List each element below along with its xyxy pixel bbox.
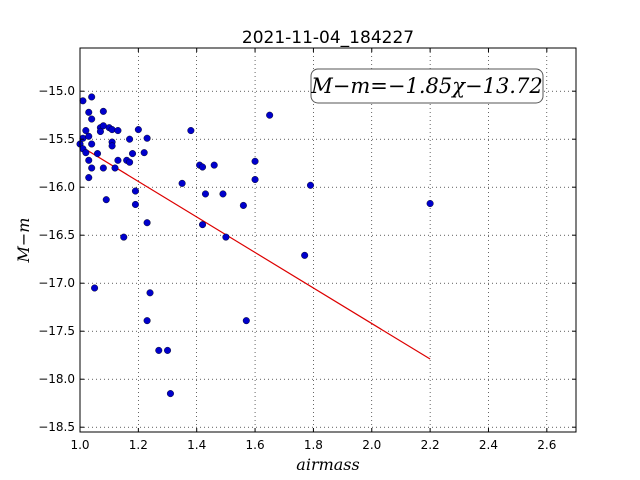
x-tick-label: 2.4 (479, 438, 498, 452)
y-tick-label: −15.0 (38, 84, 75, 98)
data-point (108, 126, 116, 134)
equation-box (310, 68, 544, 104)
x-tick-label: 2.6 (537, 438, 556, 452)
data-point (143, 317, 151, 325)
data-point (114, 156, 122, 164)
data-point (114, 127, 122, 135)
data-point (129, 150, 137, 158)
data-point (210, 161, 218, 169)
data-point (91, 284, 99, 292)
data-point (79, 97, 87, 105)
data-point (120, 233, 128, 241)
data-point (187, 127, 195, 135)
data-point (79, 134, 87, 142)
data-point (85, 156, 93, 164)
data-point (164, 346, 172, 354)
data-point (251, 157, 259, 165)
data-point (126, 158, 134, 166)
data-point (126, 135, 134, 143)
data-point (166, 390, 174, 398)
x-tick-label: 1.0 (70, 438, 89, 452)
data-point (108, 142, 116, 150)
y-tick-label: −18.5 (38, 420, 75, 434)
data-point (85, 132, 93, 140)
data-point (131, 187, 139, 195)
data-point (96, 128, 104, 136)
y-tick-label: −16.0 (38, 180, 75, 194)
data-point (88, 140, 96, 148)
data-point (301, 251, 309, 259)
data-point (178, 179, 186, 187)
data-point (88, 115, 96, 123)
data-point (82, 127, 90, 135)
data-point (155, 346, 163, 354)
x-tick-label: 1.4 (187, 438, 206, 452)
data-point (426, 200, 434, 208)
data-point (99, 122, 107, 130)
data-point (219, 190, 227, 198)
y-tick-label: −16.5 (38, 228, 75, 242)
x-axis-label: airmass (296, 455, 359, 474)
data-point (94, 150, 102, 158)
data-points (76, 93, 434, 398)
data-point (85, 174, 93, 182)
data-point (85, 108, 93, 116)
data-point (82, 149, 90, 157)
data-point (88, 93, 96, 101)
equation-text: M−m=−1.85χ−13.72 (310, 74, 542, 98)
data-point (99, 107, 107, 115)
data-point (143, 134, 151, 142)
data-point (251, 176, 259, 184)
data-point (266, 111, 274, 119)
data-point (199, 163, 207, 171)
plot-frame (79, 47, 577, 433)
data-point (99, 164, 107, 172)
y-tick-label: −17.0 (38, 276, 75, 290)
data-point (201, 190, 209, 198)
grid-lines (79, 48, 576, 432)
data-point (222, 233, 230, 241)
data-point (146, 289, 154, 297)
y-axis-label: M−m (14, 218, 33, 264)
y-tick-label: −17.5 (38, 324, 75, 338)
axis-ticks: 1.0 1.2 1.4 1.6 1.8 2.0 2.2 2.4 2.6 −15.0 −15.5 −16… (38, 48, 576, 452)
data-point (140, 149, 148, 157)
fit-line-group (79, 145, 431, 360)
data-point (199, 221, 207, 229)
data-point (88, 164, 96, 172)
data-point (111, 164, 119, 172)
data-point (242, 317, 250, 325)
data-point (131, 200, 139, 208)
data-point (239, 201, 247, 209)
data-point (143, 219, 151, 227)
data-point (102, 196, 110, 204)
data-point (134, 126, 142, 134)
y-tick-label: −18.0 (38, 372, 75, 386)
y-tick-label: −15.5 (38, 132, 75, 146)
x-tick-label: 1.6 (246, 438, 265, 452)
x-tick-label: 1.8 (304, 438, 323, 452)
equation-annotation: M−m=−1.85χ−13.72 (310, 68, 544, 104)
x-tick-label: 2.0 (362, 438, 381, 452)
chart-title: 2021-11-04_184227 (242, 28, 414, 48)
x-tick-label: 2.2 (421, 438, 440, 452)
data-point (306, 181, 314, 189)
x-tick-label: 1.2 (129, 438, 148, 452)
fit-line (79, 145, 431, 360)
